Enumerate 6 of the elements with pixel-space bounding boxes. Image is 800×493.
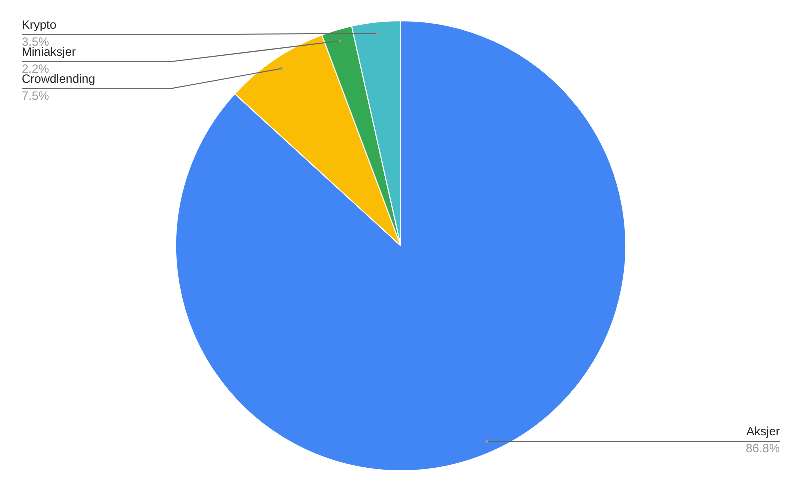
pie-slice [176, 20, 626, 472]
slice-label: Aksjer [746, 424, 780, 439]
data-label: 7.5% [22, 89, 50, 103]
data-label: 86.8% [746, 442, 780, 456]
slice-label: Krypto [22, 18, 58, 32]
slice-label: Miniaksjer [22, 45, 76, 59]
